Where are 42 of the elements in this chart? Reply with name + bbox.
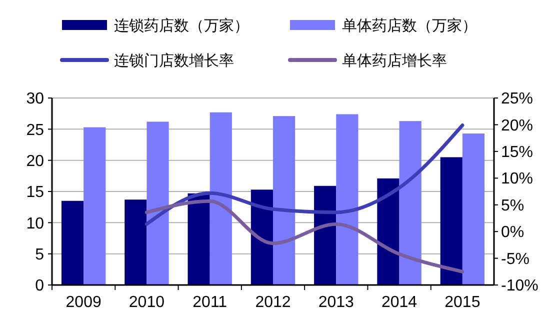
bar xyxy=(124,200,147,285)
bar xyxy=(377,178,400,285)
y-tick-label: 5 xyxy=(35,246,44,264)
bar xyxy=(440,157,462,285)
bar xyxy=(399,121,422,285)
bar xyxy=(84,127,106,285)
bar xyxy=(250,190,273,285)
bar xyxy=(314,186,336,285)
bar xyxy=(61,200,84,285)
legend-label: 连锁门店数增长率 xyxy=(114,51,234,70)
line-series xyxy=(144,199,464,274)
y2-tick-label: 5% xyxy=(501,197,524,214)
y2-tick-label: 10% xyxy=(501,170,534,188)
y-tick-label: 20 xyxy=(26,152,44,170)
x-tick-label: 2010 xyxy=(128,294,165,311)
bar xyxy=(188,193,210,285)
y-tick-label: 15 xyxy=(26,184,44,202)
y-tick-label: 25 xyxy=(26,122,44,139)
y-tick-label: 10 xyxy=(26,215,44,232)
x-tick-label: 2011 xyxy=(192,294,228,311)
bar xyxy=(273,116,296,285)
y2-tick-label: 20% xyxy=(501,117,534,134)
y2-tick-label: 15% xyxy=(501,144,534,162)
y-tick-label: 30 xyxy=(26,90,44,108)
legend-label: 单体药店增长率 xyxy=(342,51,447,70)
y2-tick-label: 0% xyxy=(501,224,524,242)
legend-label: 连锁药店数（万家） xyxy=(114,16,249,34)
x-tick-label: 2014 xyxy=(381,294,418,311)
y2-tick-label: 25% xyxy=(501,90,534,108)
legend-label: 单体药店数（万家） xyxy=(342,16,477,34)
bar xyxy=(462,134,485,285)
y-tick-label: 0 xyxy=(35,278,44,295)
line-series xyxy=(144,124,464,226)
x-tick-label: 2015 xyxy=(444,294,480,311)
bar xyxy=(146,122,169,285)
y2-tick-label: -10% xyxy=(501,278,538,295)
bar xyxy=(210,112,232,285)
x-tick-label: 2009 xyxy=(66,294,102,311)
bar xyxy=(336,114,358,285)
x-tick-label: 2012 xyxy=(255,294,291,311)
y2-tick-label: -5% xyxy=(501,250,530,268)
x-tick-label: 2013 xyxy=(318,294,354,311)
